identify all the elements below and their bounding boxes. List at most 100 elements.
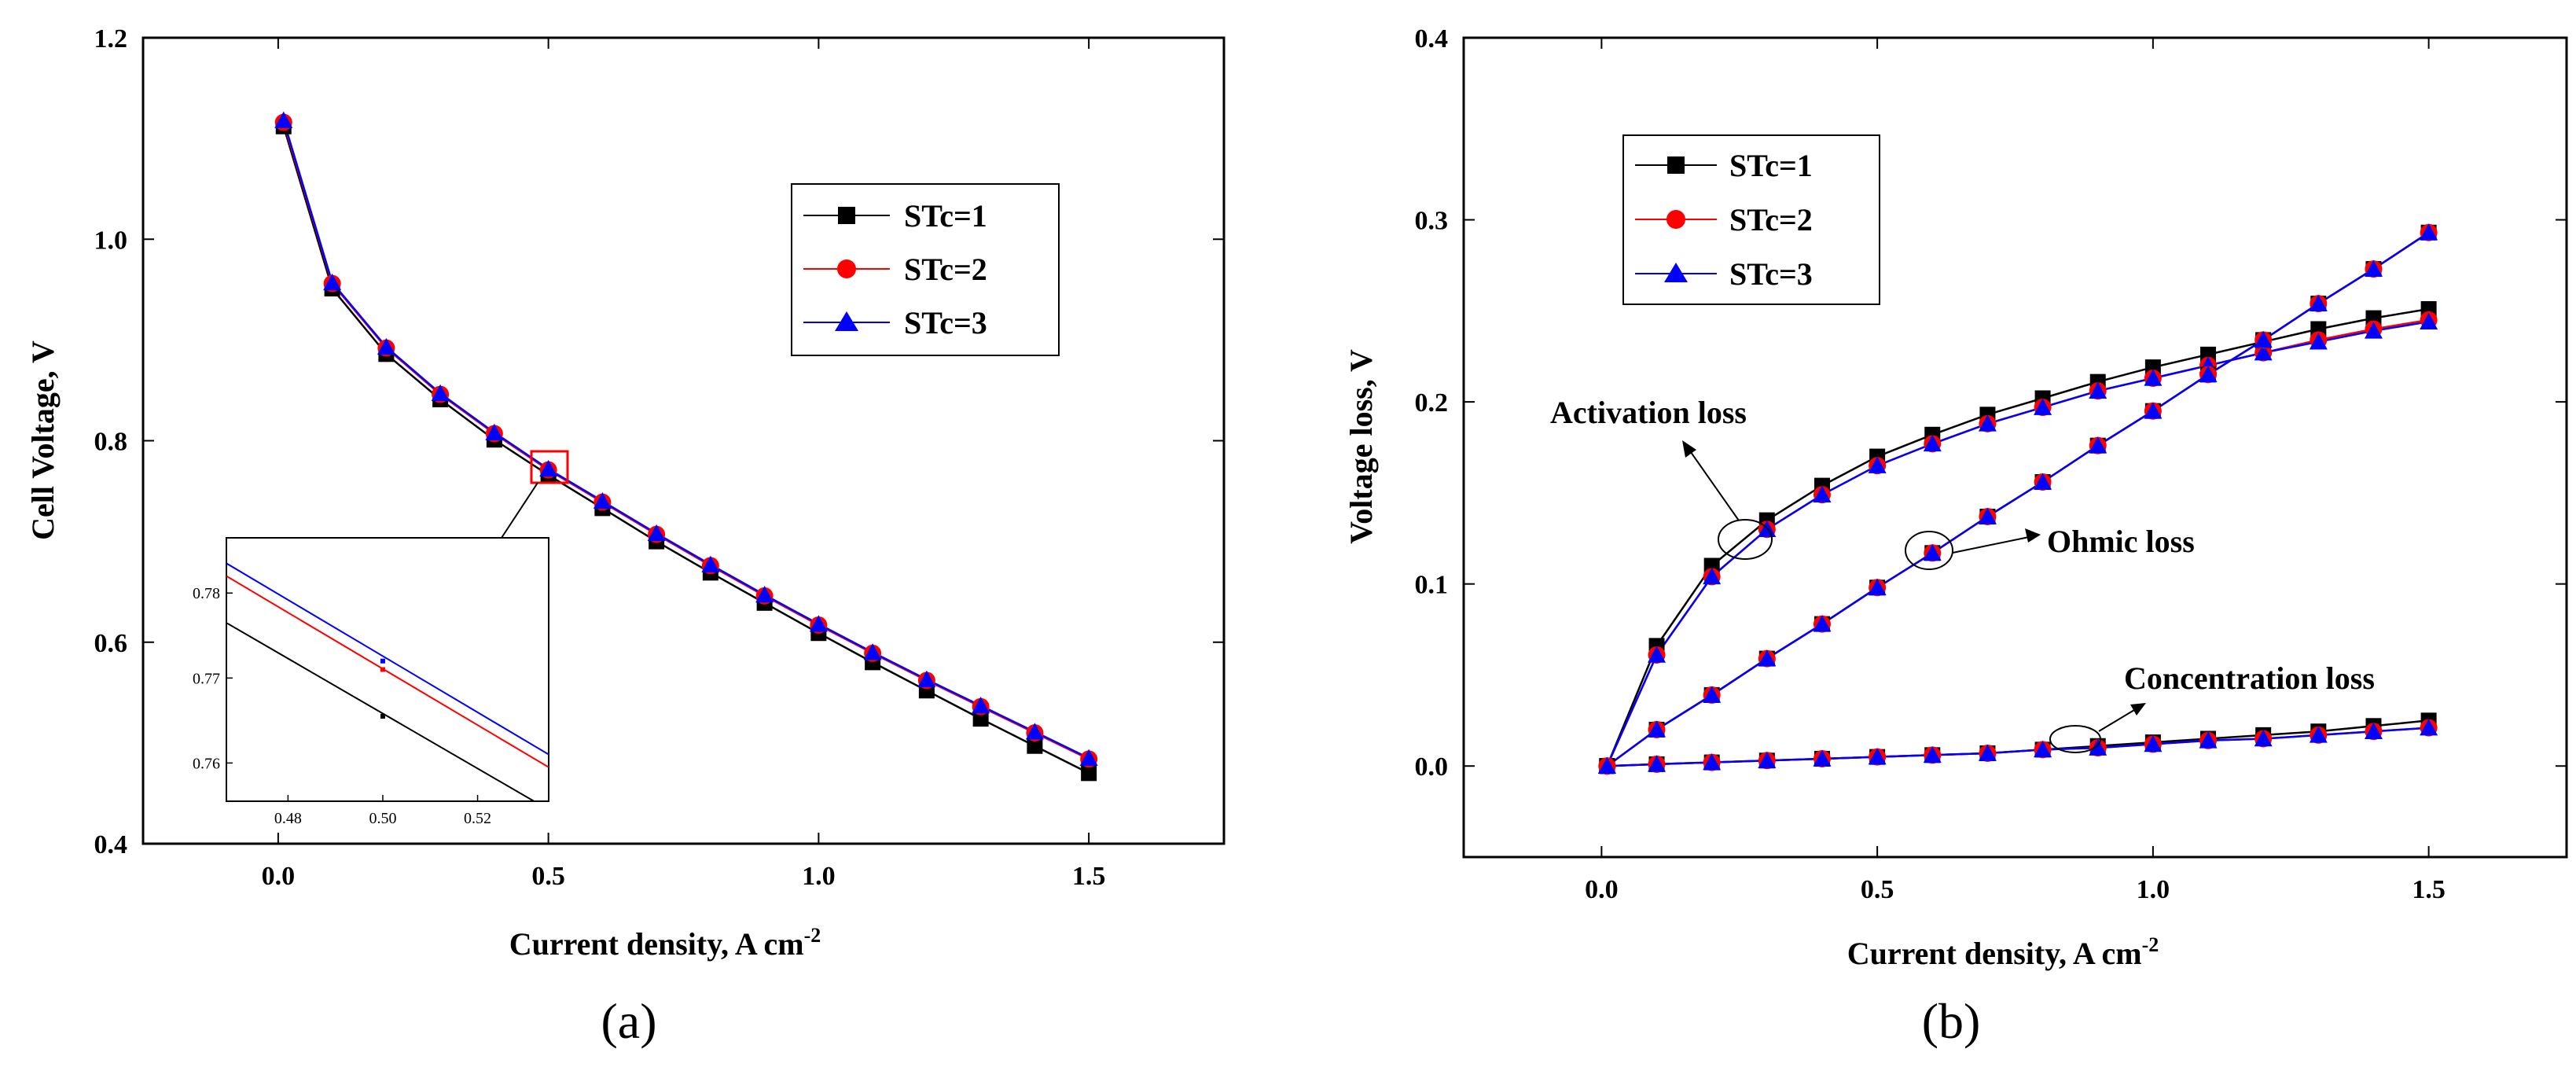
data-point-STc3 (1978, 744, 1997, 761)
y-tick-label: 0.4 (94, 830, 128, 859)
annotation-concentration-loss: Concentration loss (2124, 660, 2375, 696)
data-point-STc3 (1758, 649, 1777, 667)
y-tick-label: 0.6 (94, 629, 128, 658)
data-point-STc1 (1081, 765, 1097, 782)
annotation-ohmic-loss: Ohmic loss (2047, 524, 2195, 559)
series-line-STc3-concentration (1607, 727, 2429, 767)
y-tick-label: 0.1 (1415, 571, 1449, 600)
data-point-STc1 (972, 711, 989, 727)
legend-label-2: STc=2 (904, 252, 987, 287)
data-point-STc3 (1923, 543, 1942, 561)
data-point-STc3 (863, 643, 882, 660)
legend-label-2: STc=2 (1729, 202, 1813, 237)
series-line-STc3-activation (1606, 320, 2429, 767)
y-tick-label: 1.0 (94, 226, 128, 255)
data-point-STc3 (2309, 294, 2328, 311)
y-tick-label: 0.2 (1415, 388, 1449, 418)
legend-label-3: STc=3 (1729, 256, 1813, 292)
y-tick-label: 0.8 (94, 428, 128, 457)
series-line-STc3 (282, 120, 1090, 760)
inset-line-STc1 (226, 622, 536, 801)
legend-marker-square (838, 207, 855, 224)
data-point-STc3 (2144, 734, 2163, 752)
panel-caption-a: (a) (601, 993, 656, 1049)
x-tick-label: 0.5 (1861, 875, 1894, 904)
data-point-STc3 (539, 459, 558, 477)
data-point-STc3 (755, 586, 774, 603)
y-tick-label: 0.0 (1415, 752, 1449, 782)
data-point-STc3 (917, 670, 936, 687)
data-point-STc3 (485, 423, 504, 441)
data-point-STc3 (2254, 330, 2273, 348)
data-point-STc3 (2254, 344, 2273, 361)
x-axis-label-b: Current density, A cm-2 (1847, 933, 2159, 971)
series-line-STc3-ohmic (1606, 231, 2430, 767)
data-point-STc3 (2144, 402, 2163, 419)
data-point-STc3 (1597, 756, 1616, 774)
arrowhead-icon (1682, 440, 1696, 458)
x-tick-label: 0.5 (531, 862, 565, 891)
data-point-STc1 (1027, 738, 1043, 754)
inset-point-STc2 (380, 667, 385, 672)
arrowhead-icon (2025, 528, 2041, 543)
data-point-STc3 (2309, 333, 2328, 350)
annotation-ellipse-ohmic (1905, 531, 1953, 570)
data-point-STc3 (2254, 729, 2273, 747)
data-point-STc3 (2034, 740, 2052, 758)
data-point-STc3 (2420, 312, 2438, 330)
y-axis-label-b: Voltage loss, V (1343, 349, 1379, 544)
data-point-STc3 (1923, 434, 1942, 452)
arrowhead-icon (2130, 703, 2146, 716)
data-point-STc3 (1923, 745, 1942, 763)
x-tick-label: 1.5 (2412, 875, 2446, 904)
inset-point-STc3 (380, 658, 385, 664)
annotation-activation-loss: Activation loss (1550, 395, 1747, 430)
y-tick-label: 1.2 (94, 24, 128, 53)
inset-line-STc2 (226, 575, 549, 768)
data-point-STc3 (2199, 365, 2218, 383)
data-point-STc3 (2089, 738, 2107, 756)
data-point-STc3 (377, 337, 395, 355)
x-tick-label: 1.5 (1072, 862, 1106, 891)
inset-point-STc1 (380, 713, 385, 719)
annotation-ellipse-concentration (2049, 725, 2101, 753)
y-tick-label: 0.3 (1415, 207, 1449, 236)
data-point-STc3 (1703, 567, 1722, 585)
data-point-STc3 (647, 524, 666, 542)
data-point-STc3 (1703, 753, 1722, 771)
data-point-STc3 (323, 273, 342, 291)
inset-x-tick-label: 0.50 (369, 810, 396, 827)
data-point-STc3 (2089, 381, 2107, 399)
legend-marker-circle (837, 259, 856, 278)
data-point-STc3 (1868, 578, 1887, 596)
y-tick-label: 0.4 (1415, 24, 1449, 53)
data-point-STc3 (972, 696, 990, 714)
legend-marker-circle (1666, 210, 1685, 229)
data-point-STc3 (1813, 615, 1832, 632)
data-point-STc3 (1813, 485, 1832, 502)
annotation-arrow-concentration (2098, 707, 2139, 732)
data-point-STc3 (1648, 755, 1666, 772)
panel-caption-b: (b) (1922, 993, 1981, 1049)
legend-label-1: STc=1 (904, 198, 987, 234)
data-point-STc3 (431, 384, 450, 402)
legend-marker-triangle (835, 311, 858, 331)
annotation-ellipse-activation (1718, 519, 1773, 560)
data-point-STc3 (1648, 720, 1666, 738)
data-point-STc3 (1978, 414, 1997, 432)
data-point-STc3 (2089, 436, 2107, 454)
panel-a: 0.0 0.5 1.0 1.5 0.4 0.6 0.8 1.0 1.2 0.48 0.50 0.52… (25, 24, 1226, 1049)
annotation-arrow-ohmic (1952, 535, 2034, 554)
data-point-STc3 (1079, 749, 1098, 766)
legend-marker-square (1667, 156, 1685, 174)
data-point-STc3 (1758, 751, 1777, 769)
data-point-STc3 (2364, 259, 2383, 277)
legend-b: STc=1 STc=2 STc=3 (1622, 134, 1880, 305)
inset-y-tick-label: 0.76 (193, 755, 220, 772)
x-tick-label: 0.0 (262, 862, 296, 891)
data-point-STc3 (593, 491, 612, 510)
inset-zoom: 0.48 0.50 0.52 0.76 0.77 0.78 (193, 537, 549, 827)
data-point-STc3 (2420, 719, 2438, 736)
inset-x-tick-label: 0.48 (274, 810, 302, 827)
data-point-STc3 (2420, 223, 2438, 241)
